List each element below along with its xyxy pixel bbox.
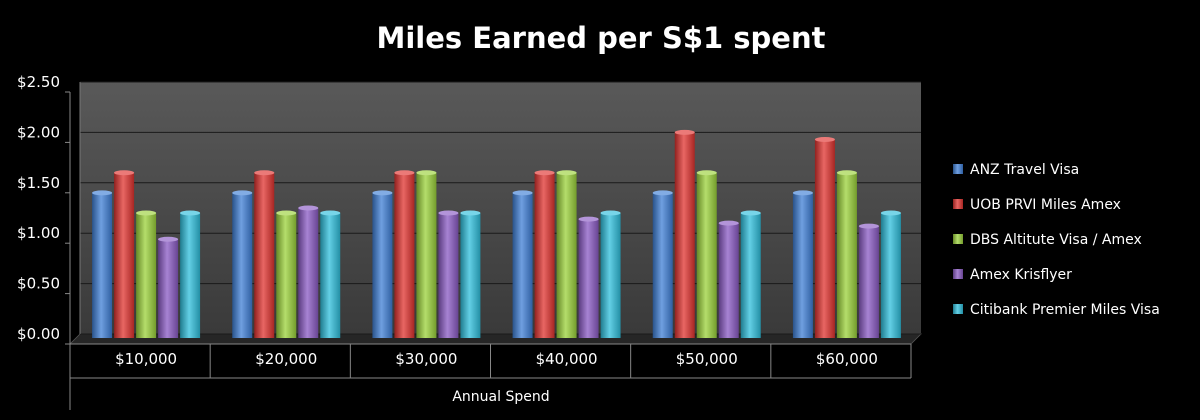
bar-citibank-premier-miles-visa-0	[180, 213, 201, 338]
plot-area	[69, 81, 922, 410]
y-tick-label: $1.00	[17, 224, 60, 242]
bar-top	[298, 205, 319, 211]
chart-title: Miles Earned per S$1 spent	[377, 21, 826, 55]
bar-top	[438, 210, 459, 216]
legend-swatch	[953, 234, 963, 244]
legend-swatch	[953, 199, 963, 209]
bar-dbs-altitute-visa-amex-3	[556, 172, 577, 338]
bar-top	[460, 210, 481, 216]
bar-top	[792, 190, 813, 196]
x-tick-label: $50,000	[676, 350, 738, 368]
bar-uob-prvi-miles-amex-2	[394, 172, 415, 338]
bar-top	[600, 210, 621, 216]
bar-top	[372, 190, 393, 196]
y-tick-label: $1.50	[17, 174, 60, 192]
x-tick-label: $40,000	[536, 350, 598, 368]
bar-top	[858, 223, 879, 229]
bar-anz-travel-visa-3	[512, 192, 533, 338]
bar-anz-travel-visa-4	[652, 192, 673, 338]
bar-uob-prvi-miles-amex-5	[814, 139, 835, 338]
legend-swatch	[953, 164, 963, 174]
bar-citibank-premier-miles-visa-4	[740, 213, 761, 338]
x-axis-label: Annual Spend	[452, 389, 549, 405]
bar-uob-prvi-miles-amex-0	[114, 172, 135, 338]
bar-amex-krisflyer-1	[298, 208, 319, 338]
y-axis: $0.00 $0.50 $1.00 $1.50 $2.00 $2.50	[17, 73, 70, 345]
bar-amex-krisflyer-0	[158, 239, 179, 338]
bar-top	[814, 136, 835, 142]
bar-dbs-altitute-visa-amex-0	[136, 213, 157, 338]
y-tick-label: $2.00	[17, 123, 60, 141]
bar-top	[254, 170, 275, 176]
bar-top	[836, 170, 857, 176]
bar-dbs-altitute-visa-amex-1	[276, 213, 297, 338]
x-axis: $10,000 $20,000 $30,000 $40,000 $50,000 $60,0…	[69, 343, 912, 379]
bar-dbs-altitute-visa-amex-5	[836, 172, 857, 338]
bar-top	[114, 170, 135, 176]
bar-anz-travel-visa-0	[92, 192, 113, 338]
bar-uob-prvi-miles-amex-1	[254, 172, 275, 338]
legend-entry: Amex Krisflyer	[970, 267, 1072, 283]
legend-entry: ANZ Travel Visa	[970, 162, 1079, 178]
legend-entry: DBS Altitute Visa / Amex	[970, 232, 1142, 248]
bar-dbs-altitute-visa-amex-4	[696, 172, 717, 338]
bar-top	[394, 170, 415, 176]
bar-top	[578, 216, 599, 222]
bar-top	[652, 190, 673, 196]
bar-citibank-premier-miles-visa-5	[880, 213, 901, 338]
bar-top	[180, 210, 201, 216]
bar-anz-travel-visa-5	[792, 192, 813, 338]
bar-top	[880, 210, 901, 216]
bar-uob-prvi-miles-amex-3	[534, 172, 555, 338]
bar-top	[718, 220, 739, 226]
bar-top	[276, 210, 297, 216]
x-tick-label: $20,000	[255, 350, 317, 368]
legend-swatch	[953, 269, 963, 279]
bar-top	[556, 170, 577, 176]
bar-citibank-premier-miles-visa-2	[460, 213, 481, 338]
bar-amex-krisflyer-2	[438, 213, 459, 338]
bar-amex-krisflyer-5	[858, 226, 879, 338]
legend-entry: Citibank Premier Miles Visa	[970, 302, 1160, 318]
bar-top	[512, 190, 533, 196]
y-tick-label: $0.00	[17, 325, 60, 343]
bar-top	[696, 170, 717, 176]
legend: ANZ Travel Visa UOB PRVI Miles Amex DBS Al…	[953, 162, 1160, 318]
x-tick-label: $60,000	[816, 350, 878, 368]
legend-swatch	[953, 304, 963, 314]
bar-top	[92, 190, 113, 196]
x-tick-label: $30,000	[395, 350, 457, 368]
y-tick-label: $0.50	[17, 275, 60, 293]
bar-amex-krisflyer-4	[718, 223, 739, 338]
bar-citibank-premier-miles-visa-3	[600, 213, 621, 338]
bar-top	[136, 210, 157, 216]
bar-top	[740, 210, 761, 216]
bar-top	[320, 210, 341, 216]
bar-top	[232, 190, 253, 196]
legend-entry: UOB PRVI Miles Amex	[970, 197, 1121, 213]
bar-top	[534, 170, 555, 176]
bar-amex-krisflyer-3	[578, 219, 599, 338]
bar-top	[674, 129, 695, 135]
x-tick-label: $10,000	[115, 350, 177, 368]
bar-anz-travel-visa-1	[232, 192, 253, 338]
bar-top	[158, 236, 179, 242]
bar-citibank-premier-miles-visa-1	[320, 213, 341, 338]
bar-top	[416, 170, 437, 176]
bar-uob-prvi-miles-amex-4	[674, 132, 695, 338]
y-tick-label: $2.50	[17, 73, 60, 91]
bar-dbs-altitute-visa-amex-2	[416, 172, 437, 338]
bar-anz-travel-visa-2	[372, 192, 393, 338]
